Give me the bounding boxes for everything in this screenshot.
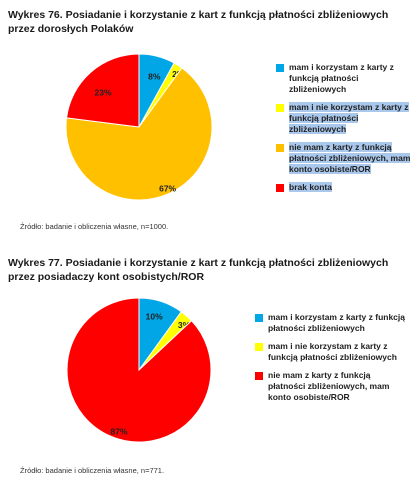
chart2-legend: mam i korzystam z karty z funkcją płatno… [255,312,405,410]
chart2-title: Wykres 77. Posiadanie i korzystanie z ka… [8,257,389,283]
chart2-legend-item: mam i korzystam z karty z funkcją płatno… [255,312,405,334]
chart1-slice-3 [66,53,140,128]
chart1-slice-label-0: 8% [148,71,161,81]
chart2-legend-swatch [255,343,263,351]
chart1-legend-swatch [276,64,284,72]
chart1-pie: 8%2%67%23% [65,53,213,201]
chart1-legend: mam i korzystam z karty z funkcją płatno… [276,62,411,200]
chart2-slice-label-2: 87% [110,427,127,437]
chart1-legend-label: mam i korzystam z karty z funkcją płatno… [289,62,394,94]
chart2-legend-item: nie mam z karty z funkcją płatności zbli… [255,370,405,403]
chart1-legend-item: mam i korzystam z karty z funkcją płatno… [276,62,411,95]
chart2-legend-label: mam i nie korzystam z karty z funkcją pł… [268,341,397,362]
chart2-source: Źródło: badanie i obliczenia własne, n=7… [20,466,165,475]
chart2-slice-label-0: 10% [146,312,163,322]
chart2-slice-2 [66,297,212,443]
chart2-legend-label: nie mam z karty z funkcją płatności zbli… [268,370,390,402]
chart2-legend-swatch [255,372,263,380]
chart2-legend-item: mam i nie korzystam z karty z funkcją pł… [255,341,405,363]
chart1-slice-2 [65,67,213,201]
chart1-legend-item: brak konta [276,182,411,193]
chart2-legend-swatch [255,314,263,322]
chart1-legend-item: mam i nie korzystam z karty z funkcją pł… [276,102,411,135]
chart1-legend-label: brak konta [289,182,332,192]
chart1-title: Wykres 76. Posiadanie i korzystanie z ka… [8,9,389,35]
chart1-legend-item: nie mam z karty z funkcją płatności zbli… [276,142,411,175]
chart1-legend-swatch [276,104,284,112]
chart1-slice-label-3: 23% [95,87,112,97]
chart1-legend-label: nie mam z karty z funkcją płatności zbli… [289,142,411,174]
chart1-legend-swatch [276,184,284,192]
chart2-legend-label: mam i korzystam z karty z funkcją płatno… [268,312,406,333]
chart1-legend-swatch [276,144,284,152]
chart1-slice-label-2: 67% [159,184,176,194]
chart2-slice-label-1: 3% [178,320,191,330]
chart1-source: Źródło: badanie i obliczenia własne, n=1… [20,222,169,231]
